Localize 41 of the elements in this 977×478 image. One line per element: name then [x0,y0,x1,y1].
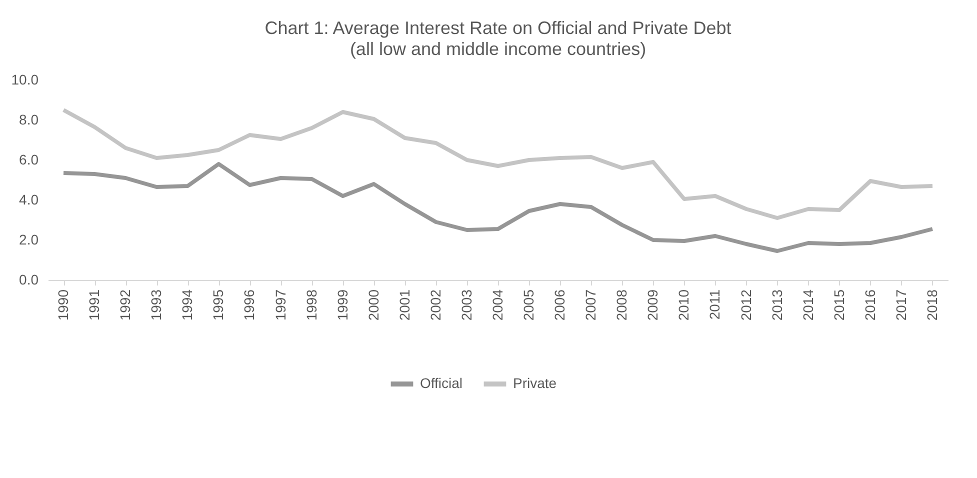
x-tick-label: 2005 [520,289,537,321]
x-tick-label: 2006 [552,289,568,321]
x-tick-label: 1996 [241,289,258,321]
x-tick-label: 2002 [427,289,444,321]
x-tick-label: 2016 [862,289,878,321]
line-series [62,108,934,220]
x-tick-label: 1990 [55,289,72,321]
y-tick-label: 0.0 [19,272,39,288]
legend-label: Private [513,375,557,391]
x-tick-label: 1997 [272,289,288,321]
x-tick-label: 1998 [303,289,320,321]
y-tick-label: 10.0 [11,72,39,88]
x-tick-label: 2004 [490,289,506,321]
chart-subtitle: (all low and middle income countries) [350,39,646,59]
x-tick-label: 1994 [179,289,196,321]
x-tick-label: 2008 [614,289,630,321]
y-tick-label: 8.0 [19,112,39,128]
y-tick-label: 2.0 [19,232,39,248]
x-tick-label: 2015 [830,289,847,321]
x-tick-label: 2010 [676,289,692,321]
y-tick-label: 6.0 [19,152,39,168]
y-tick-label: 4.0 [19,192,39,208]
x-tick-label: 2018 [924,289,940,321]
x-tick-label: 2007 [582,289,599,321]
x-tick-label: 2012 [738,289,754,321]
x-tick-label: 2013 [768,289,785,321]
x-tick-label: 2009 [644,289,661,321]
x-tick-label: 2000 [365,289,382,321]
x-tick-label: 1991 [86,289,102,321]
x-tick-label: 2011 [706,289,723,320]
x-tick-label: 2017 [892,289,909,321]
x-tick-label: 2014 [800,289,816,321]
legend-label: Official [420,375,463,391]
chart-title: Chart 1: Average Interest Rate on Official and Private Debt [264,18,732,38]
x-tick-label: 1995 [210,289,226,321]
x-tick-label: 2001 [396,289,412,321]
x-tick-label: 2003 [458,289,474,321]
x-tick-label: 1993 [148,289,164,321]
x-tick-label: 1992 [117,289,134,321]
x-tick-label: 1999 [334,289,350,321]
line-series [62,162,934,253]
